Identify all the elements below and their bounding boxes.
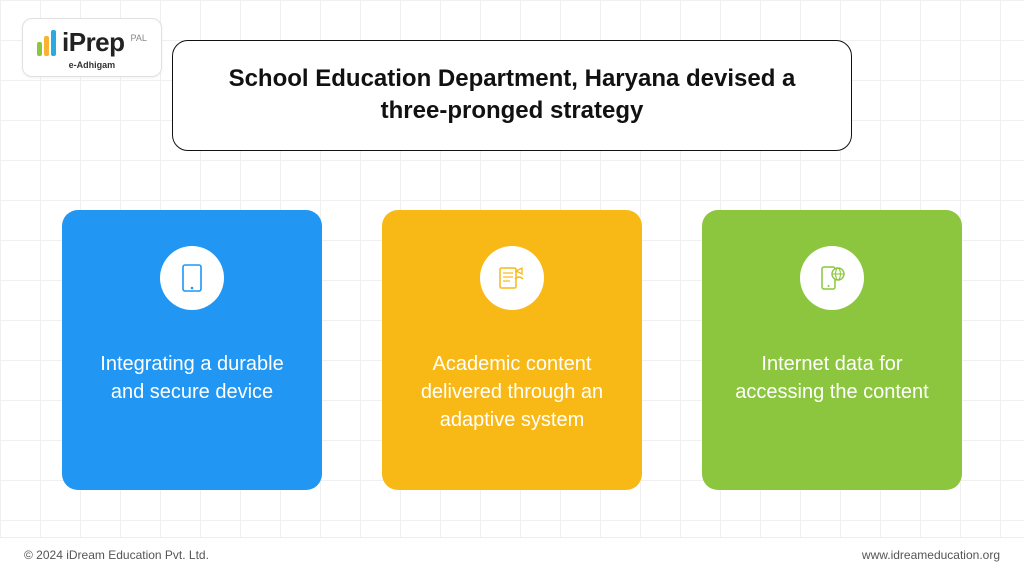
logo-badge: iPrep PAL e-Adhigam xyxy=(22,18,162,77)
footer-url: www.idreameducation.org xyxy=(862,548,1000,562)
card-content-text: Academic content delivered through an ad… xyxy=(406,350,618,434)
footer: © 2024 iDream Education Pvt. Ltd. www.id… xyxy=(0,537,1024,571)
logo-bars xyxy=(37,30,56,56)
logo-bar-2 xyxy=(44,36,49,56)
page-title: School Education Department, Haryana dev… xyxy=(221,63,803,128)
logo-subtitle: e-Adhigam xyxy=(69,60,116,70)
logo-main-text: iPrep xyxy=(62,27,125,58)
card-internet-text: Internet data for accessing the content xyxy=(726,350,938,406)
logo-bar-3 xyxy=(51,30,56,56)
internet-icon xyxy=(800,246,864,310)
card-device-text: Integrating a durable and secure device xyxy=(86,350,298,406)
logo-bar-1 xyxy=(37,42,42,56)
tablet-icon xyxy=(160,246,224,310)
footer-copyright: © 2024 iDream Education Pvt. Ltd. xyxy=(24,548,209,562)
title-box: School Education Department, Haryana dev… xyxy=(172,40,852,151)
logo-suffix: PAL xyxy=(131,33,147,43)
card-content: Academic content delivered through an ad… xyxy=(382,210,642,490)
cards-container: Integrating a durable and secure device … xyxy=(0,210,1024,490)
content-icon xyxy=(480,246,544,310)
logo-row: iPrep PAL xyxy=(37,27,147,58)
card-internet: Internet data for accessing the content xyxy=(702,210,962,490)
card-device: Integrating a durable and secure device xyxy=(62,210,322,490)
